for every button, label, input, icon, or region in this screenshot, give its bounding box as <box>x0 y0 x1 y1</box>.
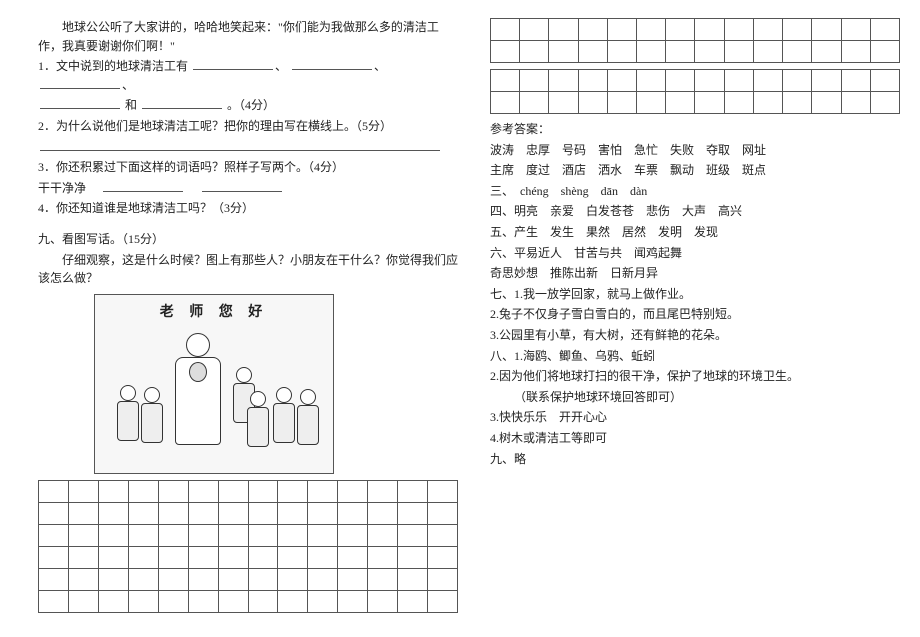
answer-key: 参考答案： 波涛 忠厚 号码 害怕 急忙 失败 夺取 网址 主席 度过 酒店 洒… <box>490 120 900 468</box>
q1-prefix: 1．文中说到的地球清洁工有 <box>38 59 188 73</box>
ans-8-3: 3.快快乐乐 开开心心 <box>490 408 900 427</box>
q1-and: 和 <box>125 98 137 112</box>
ans-8-4: 4.树木或清洁工等即可 <box>490 429 900 448</box>
q3-blank1[interactable] <box>103 181 183 192</box>
q2-blank[interactable] <box>40 140 440 151</box>
q1-blank4[interactable] <box>40 99 120 110</box>
q1-score: 。（4分） <box>227 98 275 112</box>
q2-answer-line <box>38 138 458 157</box>
q1-blank2[interactable] <box>292 59 372 70</box>
q3-line1: 3．你还积累过下面这样的词语吗？照样子写两个。（4分） <box>38 158 458 177</box>
ans-7-2: 2.兔子不仅身子雪白雪白的，而且尾巴特别短。 <box>490 305 900 324</box>
writing-grid-top1[interactable] <box>490 18 900 63</box>
kid-figure <box>271 387 297 447</box>
answers-title: 参考答案： <box>490 120 900 139</box>
q1-blank3[interactable] <box>40 78 120 89</box>
ans-5: 五、产生 发生 果然 居然 发明 发现 <box>490 223 900 242</box>
kid-figure <box>245 391 271 451</box>
q1-line1: 1．文中说到的地球清洁工有 、 、 、 <box>38 57 458 94</box>
passage-text: 地球公公听了大家讲的，哈哈地笑起来："你们能为我做那么多的清洁工作，我真要谢谢你… <box>38 18 458 55</box>
q1-blank1[interactable] <box>193 59 273 70</box>
ans-8-1: 八、1.海鸥、鲫鱼、乌鸦、蚯蚓 <box>490 347 900 366</box>
q4-text: 4．你还知道谁是地球清洁工吗？（3分） <box>38 199 458 218</box>
ans-4: 四、明亮 亲爱 白发苍苍 悲伤 大声 高兴 <box>490 202 900 221</box>
ans-7-3: 3.公园里有小草，有大树，还有鲜艳的花朵。 <box>490 326 900 345</box>
ans-6: 六、平易近人 甘苦与共 闻鸡起舞 <box>490 244 900 263</box>
story-image: 老 师 您 好 <box>94 294 334 474</box>
section9-title: 九、看图写话。（15分） <box>38 230 458 249</box>
ans-3: 三、 chéng shèng dān dàn <box>490 182 900 201</box>
q1-blank5[interactable] <box>142 99 222 110</box>
kid-figure <box>115 385 141 445</box>
q3-line2: 干干净净 <box>38 179 458 198</box>
ans-2: 主席 度过 酒店 洒水 车票 飘动 班级 斑点 <box>490 161 900 180</box>
q2-text: 2．为什么说他们是地球清洁工呢？把你的理由写在横线上。（5分） <box>38 117 458 136</box>
image-caption: 老 师 您 好 <box>160 301 269 321</box>
teacher-figure <box>173 333 223 453</box>
q3-example: 干干净净 <box>38 181 86 195</box>
ans-8-2: 2.因为他们将地球打扫的很干净，保护了地球的环境卫生。 <box>490 367 900 386</box>
ans-8-2b: （联系保护地球环境回答即可） <box>490 388 900 407</box>
section9-prompt: 仔细观察，这是什么时候？图上有那些人？小朋友在干什么？你觉得我们应该怎么做？ <box>38 251 458 288</box>
ans-1: 波涛 忠厚 号码 害怕 急忙 失败 夺取 网址 <box>490 141 900 160</box>
ans-6b: 奇思妙想 推陈出新 日新月异 <box>490 264 900 283</box>
q1-line2: 和 。（4分） <box>38 96 458 115</box>
ans-9: 九、略 <box>490 450 900 469</box>
writing-grid[interactable] <box>38 480 458 613</box>
q3-blank2[interactable] <box>202 181 282 192</box>
kid-figure <box>295 389 321 449</box>
kid-figure <box>139 387 165 447</box>
ans-7-1: 七、1.我一放学回家，就马上做作业。 <box>490 285 900 304</box>
writing-grid-top2[interactable] <box>490 69 900 114</box>
